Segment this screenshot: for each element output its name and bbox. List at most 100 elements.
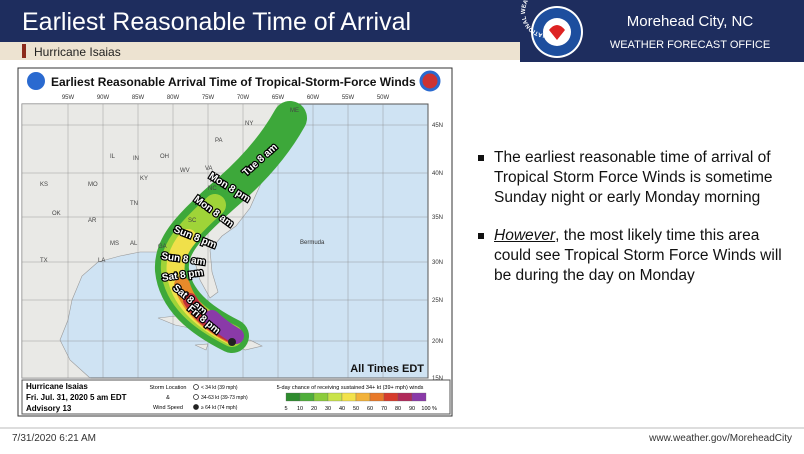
scale-label: 5	[284, 406, 287, 412]
longitude-label: 60W	[307, 95, 320, 101]
chance-title: 5-day chance of receiving sustained 34+ …	[277, 385, 424, 391]
scale-swatch	[341, 392, 357, 402]
scale-swatch	[397, 392, 413, 402]
scale-unit: %	[432, 406, 437, 412]
state-label: TN	[130, 201, 138, 207]
state-label: OH	[160, 154, 169, 160]
footer-url: www.weather.gov/MoreheadCity	[648, 433, 792, 444]
longitude-label: 80W	[167, 95, 180, 101]
latitude-label: 20N	[432, 339, 443, 345]
scale-swatch	[299, 392, 315, 402]
state-label: KS	[40, 182, 48, 188]
state-label: SC	[188, 218, 197, 224]
state-label: MS	[110, 241, 119, 247]
longitude-label: 85W	[132, 95, 145, 101]
speed-symbol	[193, 404, 199, 410]
state-label: AR	[88, 218, 97, 224]
state-label: PA	[215, 138, 223, 144]
scale-swatch	[313, 392, 329, 402]
scale-label: 10	[297, 406, 303, 412]
scale-label: 100	[421, 406, 430, 412]
swath-peak	[204, 310, 244, 344]
state-label: GA	[158, 244, 167, 250]
jamaica	[194, 343, 209, 351]
longitude-label: 55W	[342, 95, 355, 101]
state-label: KY	[140, 176, 148, 182]
legend-storm: Hurricane Isaias	[26, 382, 88, 391]
map-note: All Times EDT	[350, 363, 424, 375]
swath	[154, 101, 307, 353]
state-label: IN	[133, 156, 139, 162]
bullet-text: , the most likely time this area could s…	[494, 227, 782, 284]
latitude-label: 25N	[432, 298, 443, 304]
scale-label: 60	[367, 406, 373, 412]
scale-swatch	[285, 392, 301, 402]
longitude-label: 75W	[202, 95, 215, 101]
accent	[22, 44, 26, 58]
latitude-label: 40N	[432, 171, 443, 177]
speed-label: ≥ 64 kt (74 mph)	[201, 405, 238, 411]
scale-swatch	[355, 392, 371, 402]
office-type: WEATHER FORECAST OFFICE	[610, 39, 770, 51]
speed-label: 34-63 kt (39-73 mph)	[201, 395, 248, 401]
bullet: However, the most likely time this area …	[478, 226, 783, 286]
longitude-label: 95W	[62, 95, 75, 101]
footer-date: 7/31/2020 6:21 AM	[12, 433, 96, 444]
state-label: NY	[245, 121, 253, 127]
scale-swatch	[383, 392, 399, 402]
state-label: TX	[40, 258, 48, 264]
scale-label: 50	[353, 406, 359, 412]
place-label: Bermuda	[300, 240, 325, 246]
office: Morehead City, NC	[627, 13, 754, 30]
scale-swatch	[369, 392, 385, 402]
scale-label: 40	[339, 406, 345, 412]
state-label: IL	[110, 154, 116, 160]
noaa-logo	[27, 72, 45, 90]
speed-symbol	[193, 384, 199, 390]
legend-location: Storm Location	[150, 385, 187, 391]
bullets: The earliest reasonable time of arrival …	[478, 148, 783, 304]
latitude-label: 45N	[432, 123, 443, 129]
legend-and: &	[166, 395, 170, 401]
legend-box	[21, 379, 451, 415]
scale-label: 80	[395, 406, 401, 412]
logo-flag	[549, 25, 565, 40]
scale-label: 70	[381, 406, 387, 412]
longitude-label: 50W	[377, 95, 390, 101]
subtitle-bar	[0, 42, 520, 60]
bullet-text: The earliest reasonable time of arrival …	[494, 149, 773, 206]
scale-label: 90	[409, 406, 415, 412]
state-label: ME	[290, 108, 299, 114]
scale-label: 20	[311, 406, 317, 412]
map-title: Earliest Reasonable Arrival Time of Trop…	[51, 75, 416, 89]
state-label: AL	[130, 241, 138, 247]
state-label: LA	[98, 258, 105, 264]
title: Earliest Reasonable Time of Arrival	[22, 8, 411, 36]
longitude-label: 70W	[237, 95, 250, 101]
longitude-label: 90W	[97, 95, 110, 101]
state-label: MO	[88, 182, 98, 188]
storm-location	[228, 338, 236, 346]
state-label: NC	[208, 186, 217, 192]
scale-label: 30	[325, 406, 331, 412]
state-label: WV	[180, 168, 190, 174]
latitude-label: 35N	[432, 215, 443, 221]
longitude-label: 65W	[272, 95, 285, 101]
latitude-label: 30N	[432, 260, 443, 266]
subtitle: Hurricane Isaias	[34, 45, 121, 59]
speed-label: < 34 kt (39 mph)	[201, 385, 238, 391]
scale-swatch	[411, 392, 427, 402]
nws-logo	[419, 70, 441, 92]
legend-issued: Fri. Jul. 31, 2020 5 am EDT	[26, 393, 127, 402]
bullet: The earliest reasonable time of arrival …	[478, 148, 783, 208]
legend-advisory: Advisory 13	[26, 404, 72, 413]
state-label: VA	[205, 166, 213, 172]
bullet-emphasis: However	[494, 227, 556, 244]
legend-speed: Wind Speed	[153, 405, 183, 411]
speed-symbol	[193, 394, 199, 400]
state-label: OK	[52, 211, 61, 217]
scale-swatch	[327, 392, 343, 402]
latitude-label: 15N	[432, 376, 443, 382]
